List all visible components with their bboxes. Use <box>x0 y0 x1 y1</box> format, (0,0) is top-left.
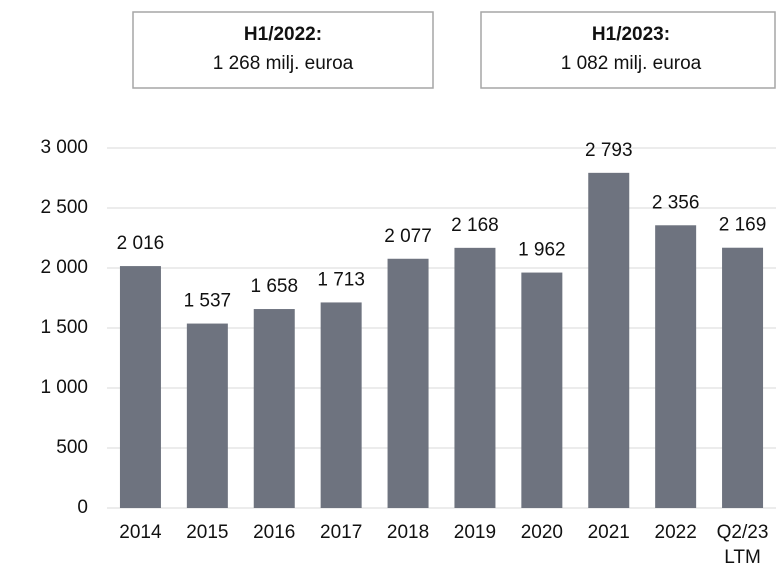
x-tick-label: Q2/23 LTM <box>717 522 769 568</box>
x-tick-label: 2020 <box>521 522 563 543</box>
bar <box>521 272 563 508</box>
y-tick-label: 3 000 <box>40 137 88 158</box>
bar <box>387 258 429 508</box>
bar <box>186 323 228 508</box>
value-label: 1 658 <box>250 276 298 297</box>
value-label: 2 016 <box>117 233 165 254</box>
x-tick-label: 2019 <box>454 522 496 543</box>
bar <box>119 266 161 508</box>
x-tick-label: 2015 <box>186 522 228 543</box>
value-label: 2 356 <box>652 192 700 213</box>
annotation-text: 1 268 milj. euroa <box>213 53 354 74</box>
x-tick-label: 2014 <box>119 522 162 543</box>
x-tick-label: 2022 <box>655 522 697 543</box>
y-tick-label: 2 500 <box>40 197 88 218</box>
value-label: 2 168 <box>451 215 499 236</box>
y-tick-label: 500 <box>56 437 88 458</box>
annotation-title: H1/2022: <box>244 24 322 45</box>
value-label: 1 962 <box>518 240 566 261</box>
bar <box>588 172 630 508</box>
y-tick-label: 1 000 <box>40 377 88 398</box>
value-label: 2 793 <box>585 140 633 161</box>
bar <box>320 302 362 508</box>
y-tick-label: 0 <box>77 497 88 518</box>
value-label: 2 077 <box>384 226 432 247</box>
annotation-title: H1/2023: <box>592 24 670 45</box>
value-label: 1 537 <box>184 291 232 312</box>
x-tick-label: 2016 <box>253 522 295 543</box>
annotation-box <box>132 11 434 89</box>
value-label: 2 169 <box>719 215 767 236</box>
bar <box>655 225 697 508</box>
x-tick-label: 2021 <box>588 522 630 543</box>
bar <box>722 247 764 508</box>
annotation-box <box>480 11 776 89</box>
y-tick-label: 2 000 <box>40 257 88 278</box>
x-tick-label: 2017 <box>320 522 362 543</box>
value-label: 1 713 <box>317 269 365 290</box>
x-tick-label: 2018 <box>387 522 429 543</box>
annotation-text: 1 082 milj. euroa <box>561 53 702 74</box>
y-tick-label: 1 500 <box>40 317 88 338</box>
bar <box>454 247 496 508</box>
bar <box>253 309 295 508</box>
